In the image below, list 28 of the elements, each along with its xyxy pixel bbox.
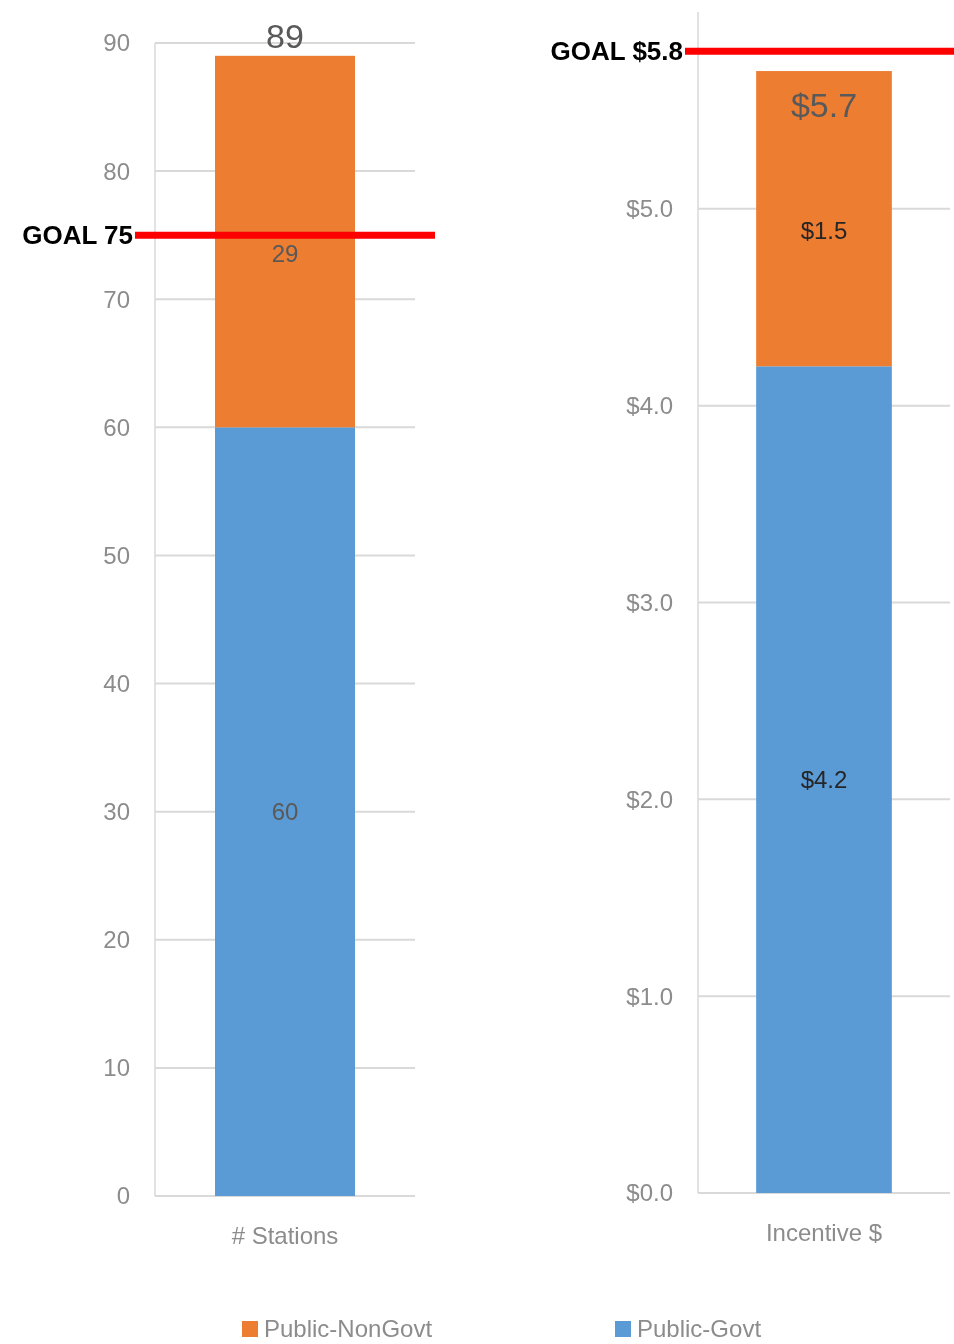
y-tick-label: 40 <box>103 669 130 697</box>
y-tick-label: 20 <box>103 926 130 954</box>
y-tick-label: 80 <box>103 157 130 185</box>
total-label: 89 <box>266 16 304 55</box>
y-tick-label: $2.0 <box>626 785 673 813</box>
data-label: 60 <box>271 798 299 826</box>
data-label: 29 <box>271 239 299 267</box>
ref-line-label: GOAL $5.8 <box>550 36 683 67</box>
y-tick-label: 0 <box>116 1182 130 1210</box>
y-tick-label: 50 <box>103 541 130 569</box>
y-tick-label: 10 <box>103 1054 130 1082</box>
ref-line-label: GOAL 75 <box>22 220 133 251</box>
data-label: $1.5 <box>800 217 848 245</box>
x-tick-label: # Stations <box>231 1222 339 1249</box>
total-label: $5.7 <box>790 86 858 125</box>
y-tick-label: 90 <box>103 29 130 57</box>
y-tick-label: 60 <box>103 413 130 441</box>
y-tick-label: 70 <box>103 285 130 313</box>
y-tick-label: $0.0 <box>626 1179 673 1207</box>
data-label: $4.2 <box>800 766 848 794</box>
legend-label: Public-Govt <box>637 1315 762 1342</box>
y-tick-label: $4.0 <box>626 392 673 420</box>
y-tick-label: $3.0 <box>626 588 673 616</box>
x-tick-label: Incentive $ <box>765 1219 883 1246</box>
y-tick-label: 30 <box>103 798 130 826</box>
y-tick-label: $1.0 <box>626 982 673 1010</box>
legend-label: Public-NonGovt <box>264 1315 433 1342</box>
y-tick-label: $5.0 <box>626 195 673 223</box>
